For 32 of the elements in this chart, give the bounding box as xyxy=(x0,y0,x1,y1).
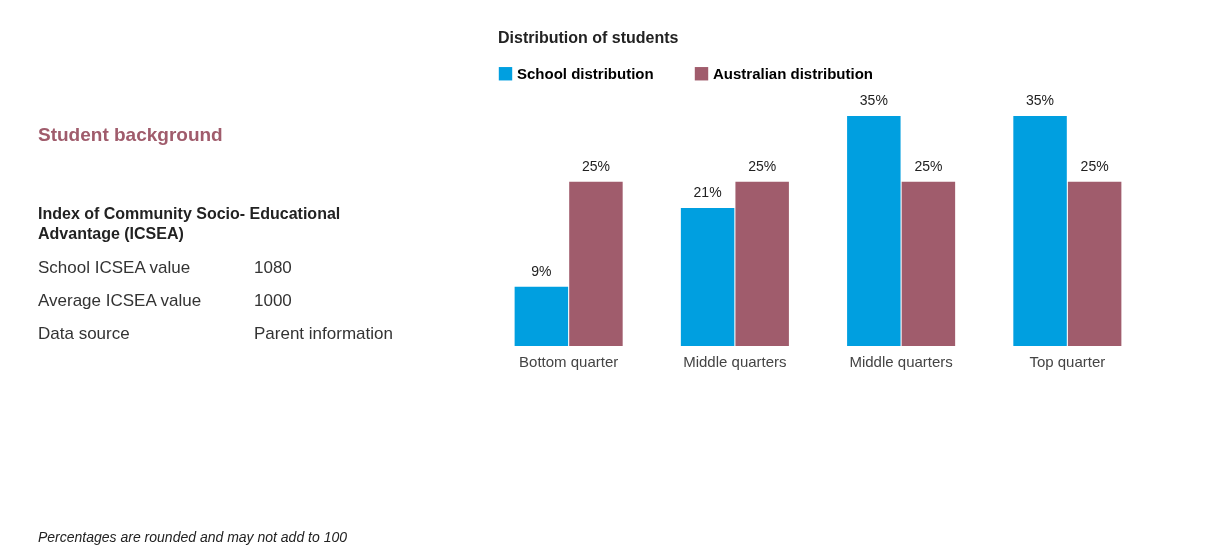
data-label: 35% xyxy=(1026,92,1055,108)
chart-title: Distribution of students xyxy=(498,29,679,46)
text: Student background xyxy=(38,124,223,145)
bar xyxy=(569,181,623,346)
text: 1080 xyxy=(254,258,292,277)
text: Parent information xyxy=(254,324,393,343)
data-label: 25% xyxy=(914,157,943,174)
data-label: 9% xyxy=(531,262,552,279)
text: Data source xyxy=(38,324,130,343)
data-label: 21% xyxy=(693,184,722,200)
bar xyxy=(514,286,569,346)
data-label: 35% xyxy=(859,92,888,108)
x-tick-label: Middle quarters xyxy=(849,352,953,370)
bar xyxy=(735,181,789,346)
legend-label: Australian distribution xyxy=(713,64,874,82)
text: 1000 xyxy=(254,291,292,310)
bar xyxy=(901,181,956,346)
bar xyxy=(1067,181,1122,346)
text: Average ICSEA value xyxy=(38,291,202,310)
legend-label: School distribution xyxy=(517,64,654,82)
text: Percentages are rounded and may not add to 100 xyxy=(38,529,348,545)
data-label: 25% xyxy=(1080,157,1109,174)
bar xyxy=(847,116,901,346)
text: Index of Community Socio- Educational Advantage (ICSEA) xyxy=(38,205,341,242)
x-tick-label: Middle quarters xyxy=(683,352,787,370)
bar xyxy=(680,208,735,346)
x-tick-label: Top quarter xyxy=(1029,352,1106,370)
data-label: 25% xyxy=(748,157,777,174)
bar xyxy=(1013,116,1067,346)
text: School ICSEA value xyxy=(38,258,191,277)
data-label: 25% xyxy=(581,157,610,174)
x-tick-label: Bottom quarter xyxy=(519,352,619,370)
